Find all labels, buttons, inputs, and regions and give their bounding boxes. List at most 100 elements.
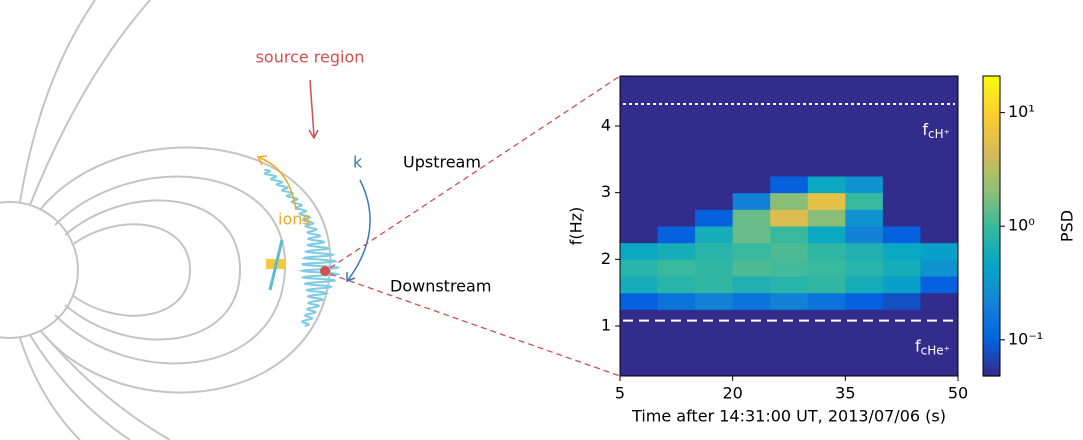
x-tick-label: 5 <box>615 384 625 403</box>
x-tick-label: 20 <box>722 384 742 403</box>
cell <box>807 192 846 210</box>
colorbar-step <box>983 160 1000 164</box>
cell <box>732 309 771 327</box>
cell <box>845 326 884 344</box>
colorbar-step <box>983 253 1000 257</box>
colorbar-step <box>983 307 1000 311</box>
point <box>320 266 330 276</box>
cell <box>882 326 921 344</box>
cell <box>845 342 884 360</box>
satellite-panel <box>268 239 284 291</box>
cell <box>770 342 809 360</box>
colorbar-step <box>983 277 1000 281</box>
colorbar-step <box>983 247 1000 251</box>
colorbar-step <box>983 262 1000 266</box>
colorbar-step <box>983 244 1000 248</box>
field-line <box>54 175 287 365</box>
cell <box>620 342 659 360</box>
cell <box>657 276 696 294</box>
colorbar-step <box>983 316 1000 320</box>
cell <box>882 176 921 194</box>
cell <box>882 226 921 244</box>
field-line <box>64 199 242 341</box>
colorbar-step <box>983 211 1000 215</box>
label-sub: cHe⁺ <box>921 343 950 357</box>
colorbar-step <box>983 88 1000 92</box>
wave <box>263 168 342 327</box>
colorbar-step <box>983 292 1000 296</box>
cell <box>657 109 696 127</box>
cell <box>695 259 734 277</box>
colorbar-label: PSD <box>1058 210 1077 242</box>
colorbar-step <box>983 226 1000 230</box>
colorbar-step <box>983 265 1000 269</box>
cell <box>807 342 846 360</box>
cell <box>920 176 959 194</box>
colorbar-step <box>983 163 1000 167</box>
cell <box>732 276 771 294</box>
cell <box>657 259 696 277</box>
cell <box>695 76 734 94</box>
colorbar-step <box>983 352 1000 356</box>
cell <box>882 109 921 127</box>
cell <box>620 92 659 110</box>
cell <box>882 276 921 294</box>
cell <box>620 359 659 377</box>
colorbar-step <box>983 298 1000 302</box>
colorbar-step <box>983 121 1000 125</box>
colorbar-step <box>983 214 1000 218</box>
cell <box>807 126 846 144</box>
cell <box>807 276 846 294</box>
cell <box>770 142 809 160</box>
cell <box>732 176 771 194</box>
colorbar-step <box>983 250 1000 254</box>
k-label: k <box>353 153 363 172</box>
x-tick-label: 50 <box>948 384 968 403</box>
cell <box>920 342 959 360</box>
cell <box>845 109 884 127</box>
cell <box>695 226 734 244</box>
colorbar-step <box>983 331 1000 335</box>
colorbar-step <box>983 79 1000 83</box>
y-tick-label: 2 <box>601 249 611 268</box>
colorbar-step <box>983 235 1000 239</box>
x-axis-label: Time after 14:31:00 UT, 2013/07/06 (s) <box>631 407 946 426</box>
cell <box>920 326 959 344</box>
cell <box>732 259 771 277</box>
colorbar-step <box>983 184 1000 188</box>
cell <box>882 359 921 377</box>
cell <box>845 292 884 310</box>
cell <box>920 192 959 210</box>
colorbar-step <box>983 340 1000 344</box>
cell <box>920 92 959 110</box>
cell <box>845 142 884 160</box>
cell <box>732 242 771 260</box>
colorbar-step <box>983 112 1000 116</box>
colorbar-step <box>983 157 1000 161</box>
colorbar-step <box>983 334 1000 338</box>
cell <box>657 309 696 327</box>
cell <box>882 209 921 227</box>
cell <box>920 109 959 127</box>
cell <box>695 292 734 310</box>
colorbar-step <box>983 139 1000 143</box>
colorbar-step <box>983 130 1000 134</box>
colorbar-step <box>983 364 1000 368</box>
upstream-label: Upstream <box>403 153 481 172</box>
cell <box>920 359 959 377</box>
colorbar-step <box>983 196 1000 200</box>
cell <box>920 292 959 310</box>
cell <box>882 76 921 94</box>
colorbar-step <box>983 259 1000 263</box>
cell <box>695 159 734 177</box>
cell <box>770 192 809 210</box>
colorbar-step <box>983 232 1000 236</box>
cell <box>695 242 734 260</box>
cell <box>620 242 659 260</box>
cell <box>620 76 659 94</box>
downstream-label: Downstream <box>390 277 491 296</box>
cell <box>695 142 734 160</box>
colorbar-step <box>983 169 1000 173</box>
cell <box>620 209 659 227</box>
cell <box>882 142 921 160</box>
